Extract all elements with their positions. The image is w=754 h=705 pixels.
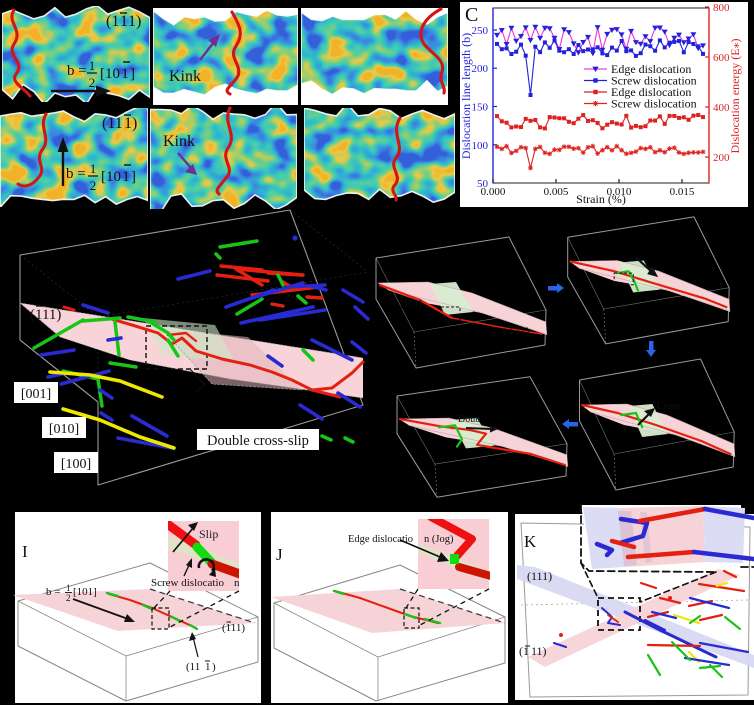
svg-text:Kink: Kink <box>163 133 195 150</box>
svg-text:1: 1 <box>124 115 132 132</box>
svg-text:(: ( <box>503 325 507 337</box>
svg-text:K: K <box>524 532 537 551</box>
svg-text:(11: (11 <box>186 661 200 673</box>
svg-text:50: 50 <box>477 178 489 190</box>
svg-text:Strain (%): Strain (%) <box>576 192 626 206</box>
svg-text:): ) <box>132 115 137 132</box>
svg-text:I: I <box>22 542 28 561</box>
svg-text:Kink: Kink <box>169 68 201 85</box>
svg-text:1: 1 <box>508 325 514 337</box>
svg-text:150: 150 <box>472 102 489 114</box>
svg-text:b =: b = <box>66 166 86 182</box>
svg-text:100: 100 <box>472 140 489 152</box>
svg-text:2: 2 <box>66 593 71 603</box>
svg-text:Screw dislocation: Screw dislocation <box>611 74 697 88</box>
svg-text:J: J <box>276 545 283 564</box>
svg-text:n (Jog): n (Jog) <box>424 534 454 545</box>
svg-text:1: 1 <box>120 13 128 30</box>
svg-text:800: 800 <box>713 2 730 14</box>
svg-text:2: 2 <box>90 178 97 193</box>
svg-text:[10 1 ]: [10 1 ] <box>100 66 135 82</box>
svg-text:C: C <box>465 4 478 26</box>
svg-text:2: 2 <box>89 75 96 90</box>
svg-text:0.005: 0.005 <box>544 186 569 198</box>
svg-text:[10 1 ]: [10 1 ] <box>101 169 136 185</box>
svg-text:Doub: Doub <box>458 414 480 425</box>
svg-text:11): 11) <box>531 644 547 658</box>
svg-text:Edge dislocation: Edge dislocation <box>611 62 691 76</box>
svg-text:600: 600 <box>713 52 730 64</box>
svg-text:Cross: Cross <box>657 401 680 412</box>
svg-text:Dislocation energy (E⁎): Dislocation energy (E⁎) <box>728 38 742 153</box>
svg-text:0.000: 0.000 <box>481 186 506 198</box>
svg-text:[101]: [101] <box>400 299 422 310</box>
svg-text:(1: (1 <box>106 13 119 30</box>
svg-text:Screw dislocation: Screw dislocation <box>611 97 697 111</box>
svg-text:11): 11) <box>515 325 530 337</box>
svg-text:(111): (111) <box>222 622 245 634</box>
svg-text:n: n <box>234 577 240 589</box>
svg-text:b =: b = <box>46 586 60 598</box>
svg-text:Screw dislocatio: Screw dislocatio <box>151 577 225 589</box>
svg-text:250: 250 <box>472 25 489 37</box>
svg-text:Dislocation line length (b): Dislocation line length (b) <box>460 33 473 159</box>
svg-text:Double cross-slip: Double cross-slip <box>207 433 309 449</box>
svg-text:0.010: 0.010 <box>607 186 632 198</box>
svg-text:(1: (1 <box>519 644 529 658</box>
svg-text:Edge dislocatio: Edge dislocatio <box>348 534 413 545</box>
svg-text:[100]: [100] <box>61 457 91 472</box>
svg-text:0.015: 0.015 <box>670 186 695 198</box>
svg-text:1: 1 <box>205 661 211 673</box>
svg-text:(111): (111) <box>527 569 552 583</box>
svg-text:200: 200 <box>713 152 730 164</box>
svg-text:400: 400 <box>713 102 730 114</box>
svg-text:): ) <box>212 661 216 673</box>
svg-text:Slip: Slip <box>199 527 218 541</box>
svg-text:1: 1 <box>66 583 71 593</box>
svg-text:1): 1) <box>128 13 141 30</box>
svg-text:Edge dislocation: Edge dislocation <box>611 85 691 99</box>
svg-text:b =: b = <box>67 63 87 79</box>
svg-text:[101]: [101] <box>73 586 97 598</box>
svg-text:[001]: [001] <box>21 387 51 402</box>
svg-text:(111): (111) <box>30 307 61 323</box>
svg-text:(11: (11 <box>102 115 123 132</box>
svg-text:200: 200 <box>472 63 489 75</box>
svg-text:[010]: [010] <box>49 422 79 437</box>
svg-text:1: 1 <box>89 58 96 73</box>
svg-text:1: 1 <box>90 161 97 176</box>
